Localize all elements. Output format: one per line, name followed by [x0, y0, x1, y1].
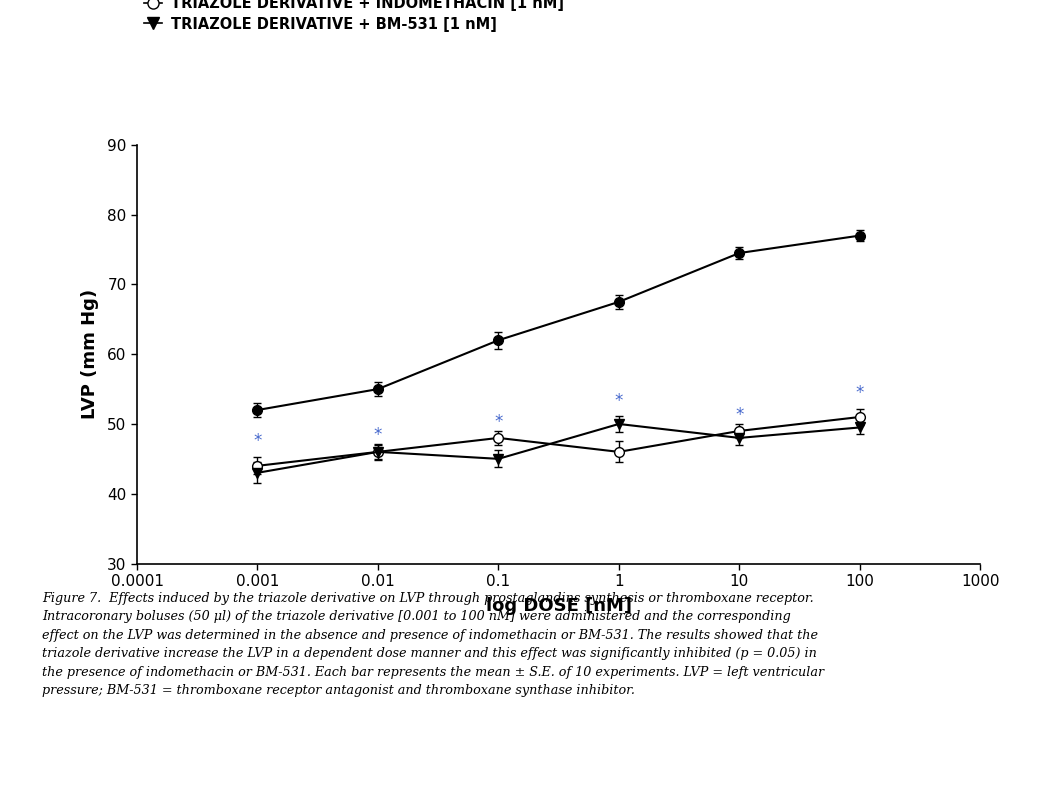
Text: Figure 7.  Effects induced by the triazole derivative on LVP through prostagland: Figure 7. Effects induced by the triazol…: [42, 592, 824, 697]
Text: *: *: [735, 406, 743, 424]
Text: *: *: [614, 392, 623, 410]
Legend: TRIAZOLE DERIVATIVE, TRIAZOLE DERIVATIVE + INDOMETHACIN [1 nM], TRIAZOLE DERIVAT: TRIAZOLE DERIVATIVE, TRIAZOLE DERIVATIVE…: [144, 0, 564, 31]
X-axis label: log DOSE [nM]: log DOSE [nM]: [486, 597, 631, 615]
Y-axis label: LVP (mm Hg): LVP (mm Hg): [81, 289, 99, 419]
Text: *: *: [856, 384, 864, 402]
Text: *: *: [374, 426, 383, 444]
Text: *: *: [253, 432, 261, 451]
Text: *: *: [494, 413, 503, 431]
